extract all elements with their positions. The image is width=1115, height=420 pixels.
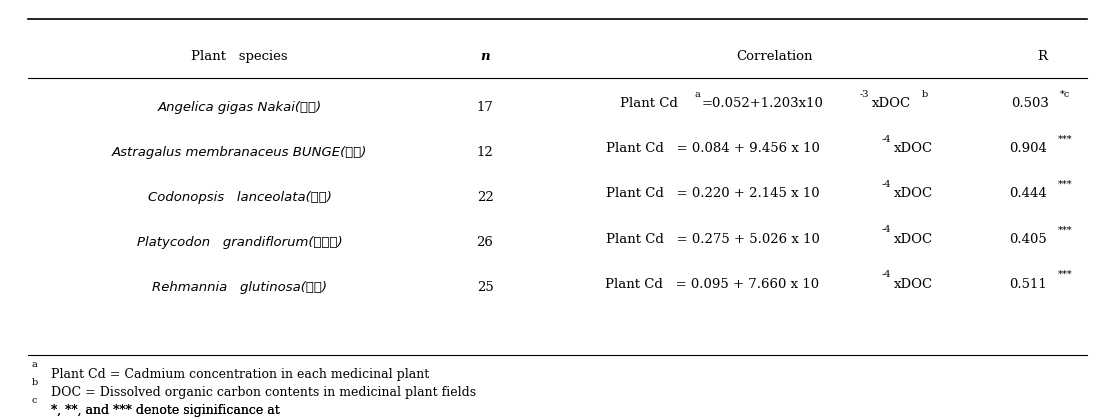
Text: xDOC: xDOC	[894, 278, 933, 291]
Text: xDOC: xDOC	[872, 97, 911, 110]
Text: b: b	[31, 378, 38, 387]
Text: 26: 26	[476, 236, 494, 249]
Text: Platycodon   grandiflorum(도라지): Platycodon grandiflorum(도라지)	[137, 236, 342, 249]
Text: 0.511: 0.511	[1009, 278, 1047, 291]
Text: 0.904: 0.904	[1009, 142, 1047, 155]
Text: Rehmannia   glutinosa(지황): Rehmannia glutinosa(지황)	[153, 281, 327, 294]
Text: *c: *c	[1060, 89, 1070, 99]
Text: Angelica gigas Nakai(당귀): Angelica gigas Nakai(당귀)	[157, 101, 322, 113]
Text: ***: ***	[1057, 180, 1072, 189]
Text: Plant   species: Plant species	[192, 50, 288, 63]
Text: ***: ***	[1057, 134, 1073, 144]
Text: 0.503: 0.503	[1011, 97, 1049, 110]
Text: -4: -4	[882, 225, 891, 234]
Text: 0.444: 0.444	[1009, 187, 1047, 200]
Text: -3: -3	[860, 89, 869, 99]
Text: a: a	[695, 89, 700, 99]
Text: R: R	[1038, 50, 1047, 63]
Text: Plant Cd   = 0.220 + 2.145 x 10: Plant Cd = 0.220 + 2.145 x 10	[605, 187, 820, 200]
Text: c: c	[31, 396, 37, 405]
Text: Plant Cd   = 0.275 + 5.026 x 10: Plant Cd = 0.275 + 5.026 x 10	[605, 233, 820, 246]
Text: =0.052+1.203x10: =0.052+1.203x10	[702, 97, 824, 110]
Text: Plant Cd: Plant Cd	[620, 97, 678, 110]
Text: ***: ***	[1057, 225, 1072, 234]
Text: Astragalus membranaceus BUNGE(황기): Astragalus membranaceus BUNGE(황기)	[112, 146, 368, 158]
Text: n: n	[481, 50, 489, 63]
Text: Codonopsis   lanceolata(더덕): Codonopsis lanceolata(더덕)	[148, 191, 331, 204]
Text: *, **, and *** denote siginificance at: *, **, and *** denote siginificance at	[47, 404, 283, 417]
Text: -4: -4	[881, 180, 891, 189]
Text: DOC = Dissolved organic carbon contents in medicinal plant fields: DOC = Dissolved organic carbon contents …	[47, 386, 476, 399]
Text: 22: 22	[476, 191, 494, 204]
Text: 17: 17	[476, 101, 494, 113]
Text: Plant Cd   = 0.095 + 7.660 x 10: Plant Cd = 0.095 + 7.660 x 10	[605, 278, 820, 291]
Text: Correlation: Correlation	[737, 50, 813, 63]
Text: *, **, and *** denote siginificance at: *, **, and *** denote siginificance at	[47, 404, 283, 417]
Text: ***: ***	[1057, 270, 1072, 279]
Text: a: a	[31, 360, 37, 369]
Text: b: b	[922, 89, 928, 99]
Text: -4: -4	[882, 270, 891, 279]
Text: xDOC: xDOC	[894, 142, 933, 155]
Text: 25: 25	[476, 281, 494, 294]
Text: xDOC: xDOC	[893, 187, 933, 200]
Text: Plant Cd = Cadmium concentration in each medicinal plant: Plant Cd = Cadmium concentration in each…	[47, 368, 429, 381]
Text: 0.405: 0.405	[1009, 233, 1047, 246]
Text: 12: 12	[476, 146, 494, 158]
Text: xDOC: xDOC	[894, 233, 933, 246]
Text: -4: -4	[882, 134, 891, 144]
Text: Plant Cd   = 0.084 + 9.456 x 10: Plant Cd = 0.084 + 9.456 x 10	[605, 142, 820, 155]
